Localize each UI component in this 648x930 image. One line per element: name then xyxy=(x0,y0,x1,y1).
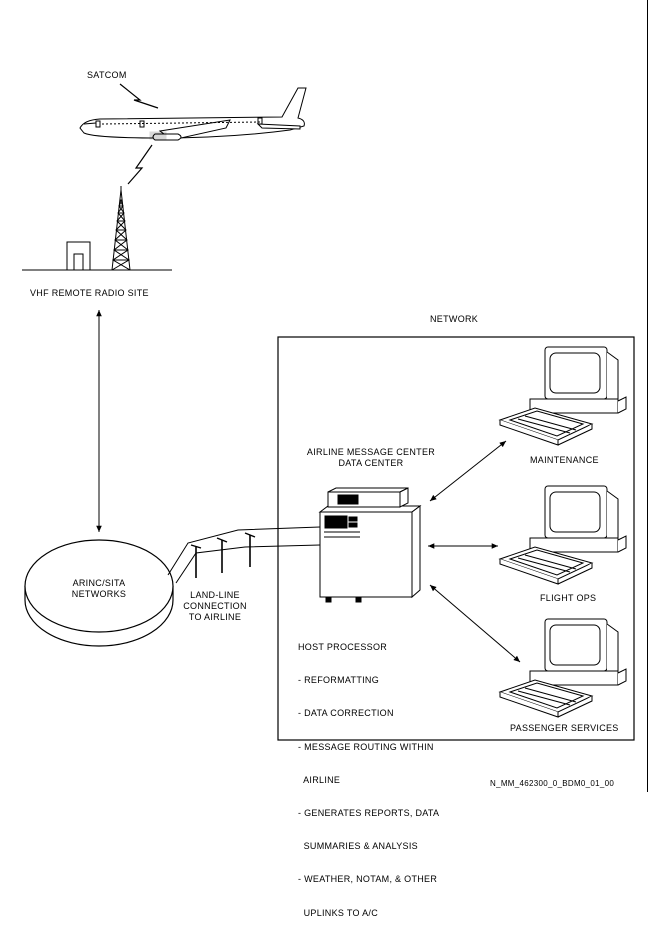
land-line-line1: LAND-LINE xyxy=(190,590,240,600)
vhf-signal-icon xyxy=(127,144,153,185)
figure-id-label: N_MM_462300_0_BDM0_01_00 xyxy=(490,779,615,788)
host-processor-item: - GENERATES REPORTS, DATA xyxy=(298,808,440,819)
arinc-sita-line1: ARINC/SITA xyxy=(72,578,126,588)
host-to-passenger-services-arrow xyxy=(429,584,521,663)
message-center-line2: DATA CENTER xyxy=(338,458,404,468)
arinc-sita-network-disc xyxy=(24,539,174,647)
host-to-maintenance-arrow xyxy=(429,440,507,502)
land-line-label: LAND-LINE CONNECTION TO AIRLINE xyxy=(180,590,250,623)
message-center-label: AIRLINE MESSAGE CENTER DATA CENTER xyxy=(296,447,446,469)
host-processor-item: - REFORMATTING xyxy=(298,675,380,686)
satcom-label: SATCOM xyxy=(87,70,127,80)
host-processor-title: HOST PROCESSOR xyxy=(298,642,388,652)
passenger-services-workstation-icon xyxy=(498,618,627,718)
host-processor-description: HOST PROCESSOR - REFORMATTING - DATA COR… xyxy=(298,620,439,930)
aircraft-icon xyxy=(79,87,307,141)
vhf-site-label: VHF REMOTE RADIO SITE xyxy=(30,288,149,298)
network-box xyxy=(277,336,635,741)
host-processor-item: - WEATHER, NOTAM, & OTHER xyxy=(298,874,438,885)
host-processor-item: - MESSAGE ROUTING WITHIN xyxy=(298,741,434,752)
land-line-cable xyxy=(167,526,321,584)
host-processor-item: AIRLINE xyxy=(298,774,341,785)
maintenance-label: MAINTENANCE xyxy=(530,455,599,465)
host-processor-cabinet-icon xyxy=(318,487,422,603)
flight-ops-label: FLIGHT OPS xyxy=(540,593,597,603)
passenger-services-label: PASSENGER SERVICES xyxy=(510,723,619,733)
satcom-signal-icon xyxy=(119,83,159,109)
arinc-sita-label: ARINC/SITA NETWORKS xyxy=(49,578,149,600)
system-diagram xyxy=(22,83,635,741)
flight-ops-workstation-icon xyxy=(498,485,627,585)
message-center-line1: AIRLINE MESSAGE CENTER xyxy=(306,447,436,457)
maintenance-workstation-icon xyxy=(498,346,627,446)
network-label: NETWORK xyxy=(430,314,479,324)
host-processor-item: UPLINKS TO A/C xyxy=(298,907,378,918)
land-line-line2: CONNECTION xyxy=(183,601,247,611)
host-processor-item: - DATA CORRECTION xyxy=(298,708,394,719)
building-icon xyxy=(66,241,91,271)
land-line-line3: TO AIRLINE xyxy=(188,612,242,622)
host-processor-item: SUMMARIES & ANALYSIS xyxy=(298,841,418,852)
radio-tower-icon xyxy=(111,186,131,271)
arinc-sita-line2: NETWORKS xyxy=(71,589,127,599)
